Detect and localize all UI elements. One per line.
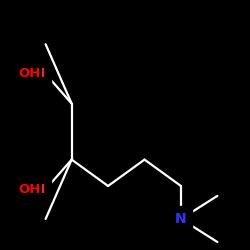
- Text: N: N: [175, 212, 187, 226]
- Text: OH: OH: [23, 68, 46, 80]
- Text: OH: OH: [18, 68, 40, 80]
- Text: OH: OH: [18, 183, 40, 196]
- Text: OH: OH: [23, 183, 46, 196]
- Text: N: N: [175, 212, 187, 226]
